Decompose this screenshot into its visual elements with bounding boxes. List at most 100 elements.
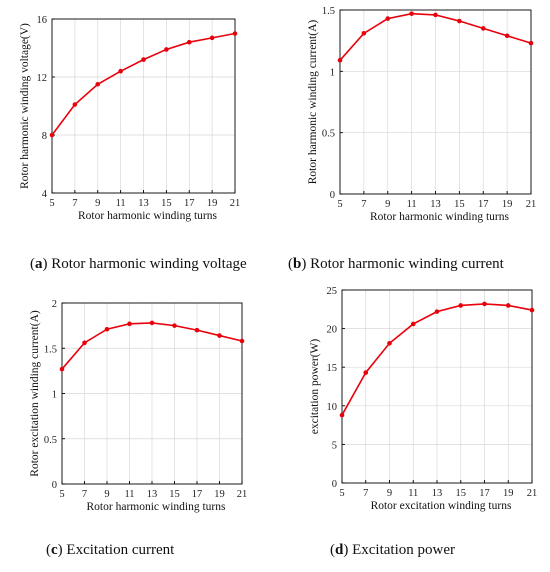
x-tick-label: 13 <box>430 199 441 210</box>
data-point <box>505 303 511 308</box>
data-point <box>385 16 391 21</box>
x-tick-label: 5 <box>337 199 342 210</box>
chart-a-svg: 5 7 9 11 13 15 17 19 21 4 8 12 16 Rotor harmonic wind… <box>19 15 241 222</box>
y-tick-label: 20 <box>327 325 338 336</box>
chart-panel-c: 5 7 9 11 13 15 17 19 21 0 0.5 1 1.5 2 Rotor harmonic w… <box>29 299 248 513</box>
x-tick-label: 21 <box>237 489 248 500</box>
x-tick-label: 11 <box>116 198 126 209</box>
caption-b: (b) Rotor harmonic winding current <box>288 256 504 272</box>
x-tick-label: 17 <box>478 199 489 210</box>
x-tick-label: 11 <box>124 489 134 500</box>
y-tick-label: 0 <box>52 480 57 491</box>
x-tick-label: 17 <box>479 488 490 499</box>
data-point <box>49 132 55 138</box>
x-tick-label: 9 <box>95 198 100 209</box>
data-point <box>433 12 438 18</box>
caption-a: (a) Rotor harmonic winding voltage <box>30 256 247 272</box>
x-tick-label: 7 <box>82 489 87 500</box>
data-point <box>59 366 65 372</box>
data-point <box>528 40 534 46</box>
y-tick-label: 8 <box>42 131 47 142</box>
x-tick-label: 9 <box>385 199 390 210</box>
data-point <box>164 47 169 52</box>
data-point <box>434 309 440 314</box>
data-point <box>82 340 87 346</box>
x-tick-label: 5 <box>59 489 64 500</box>
data-point <box>339 412 345 418</box>
x-tick-label: 13 <box>147 489 158 500</box>
x-tick-label: 19 <box>503 488 514 499</box>
x-tick-label: 15 <box>169 489 180 500</box>
data-point <box>95 81 101 87</box>
data-point <box>482 301 487 307</box>
y-tick-label: 1 <box>52 390 57 401</box>
data-point <box>239 338 245 344</box>
y-tick-label: 10 <box>327 402 338 413</box>
data-point <box>480 26 486 31</box>
data-point <box>127 321 132 327</box>
x-tick-label: 15 <box>456 488 467 499</box>
x-tick-label: 13 <box>138 198 149 209</box>
y-axis-label: Rotor harmonic winding voltage(V) <box>19 23 31 189</box>
x-tick-label: 11 <box>408 488 418 499</box>
data-point <box>458 303 464 308</box>
y-tick-label: 16 <box>37 15 48 26</box>
data-point <box>504 33 510 39</box>
data-point <box>209 35 215 41</box>
x-tick-label: 9 <box>387 488 392 499</box>
x-tick-label: 7 <box>361 199 366 210</box>
data-point <box>194 327 200 333</box>
data-point <box>410 321 416 327</box>
x-tick-label: 21 <box>526 199 537 210</box>
data-point <box>337 57 343 63</box>
data-point <box>104 326 110 332</box>
x-tick-label: 5 <box>49 198 54 209</box>
y-tick-label: 4 <box>42 189 48 200</box>
x-tick-label: 15 <box>161 198 172 209</box>
x-tick-label: 17 <box>184 198 195 209</box>
y-tick-label: 1.5 <box>44 344 57 355</box>
data-point <box>149 320 155 326</box>
x-tick-label: 19 <box>502 199 513 210</box>
x-tick-label: 7 <box>363 488 368 499</box>
y-tick-label: 1 <box>330 67 335 78</box>
x-tick-label: 15 <box>454 199 465 210</box>
y-tick-label: 15 <box>327 363 338 374</box>
x-tick-label: 17 <box>192 489 203 500</box>
y-tick-label: 0.5 <box>322 129 335 140</box>
x-axis-label: Rotor harmonic winding turns <box>370 211 509 223</box>
y-tick-label: 5 <box>332 440 337 451</box>
x-axis-label: Rotor harmonic winding turns <box>78 210 217 222</box>
data-point <box>72 102 78 107</box>
y-tick-label: 0 <box>332 479 337 490</box>
x-tick-label: 9 <box>104 489 109 500</box>
y-axis-label: Rotor harmonic winding current(A) <box>307 20 319 185</box>
data-point <box>457 18 462 24</box>
data-point <box>118 68 123 74</box>
chart-panel-a: 5 7 9 11 13 15 17 19 21 4 8 12 16 Rotor harmonic wind… <box>0 0 275 286</box>
y-axis-label: Rotor excitation winding current(A) <box>29 310 41 477</box>
x-tick-label: 11 <box>407 199 417 210</box>
y-axis-label: excitation power(W) <box>309 339 321 435</box>
y-tick-label: 0 <box>330 190 335 201</box>
y-tick-label: 2 <box>52 299 57 310</box>
data-point <box>172 323 177 328</box>
chart-panel-b: 5 7 9 11 13 15 17 19 21 0 0.5 1 1.5 Rotor harmonic wi… <box>307 6 537 223</box>
y-tick-label: 1.5 <box>322 6 335 17</box>
x-tick-label: 7 <box>72 198 77 209</box>
y-tick-label: 25 <box>327 286 338 297</box>
x-tick-label: 21 <box>230 198 241 209</box>
x-tick-label: 13 <box>432 488 443 499</box>
x-tick-label: 5 <box>339 488 344 499</box>
data-point <box>409 11 414 16</box>
x-tick-label: 19 <box>207 198 218 209</box>
data-point <box>361 31 367 36</box>
data-point <box>141 57 146 62</box>
data-point <box>387 340 392 346</box>
caption-d: (d) Excitation power <box>330 542 455 558</box>
data-point <box>217 333 222 338</box>
x-tick-label: 19 <box>214 489 225 500</box>
